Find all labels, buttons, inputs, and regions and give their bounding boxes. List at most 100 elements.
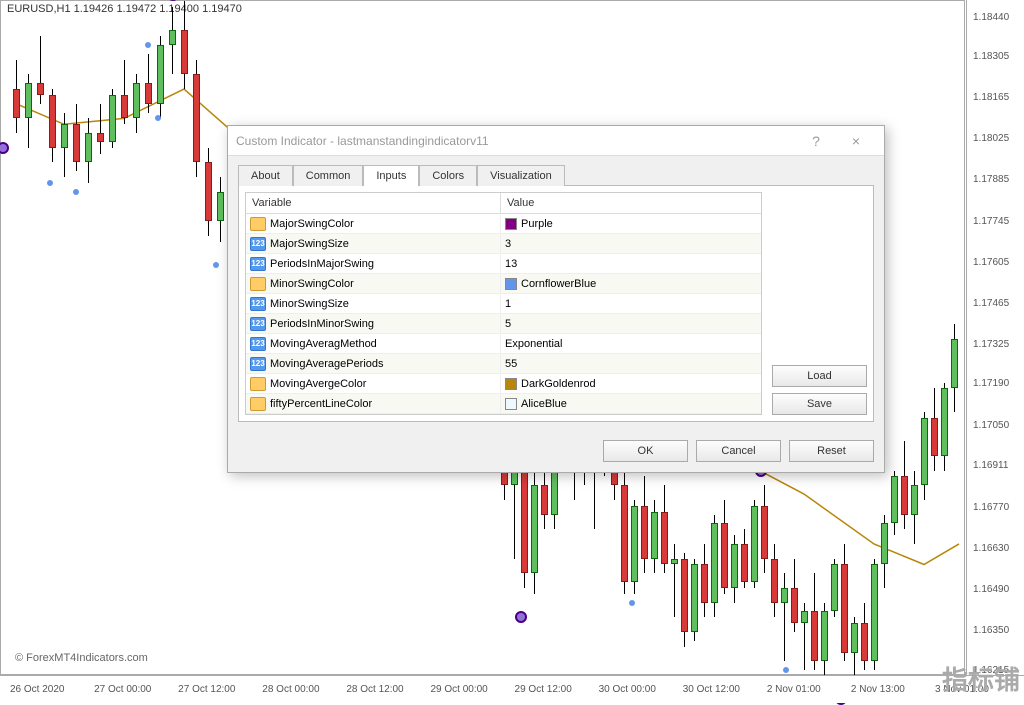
tab-panel-inputs: Variable Value MajorSwingColorPurple 123 M… — [238, 185, 874, 422]
x-tick: 29 Oct 12:00 — [515, 684, 572, 695]
param-row[interactable]: 123 MovingAveragePeriods 55 — [246, 354, 761, 374]
color-swatch — [505, 378, 517, 390]
param-name: MinorSwingColor — [270, 278, 354, 290]
y-tick: 1.17190 — [973, 378, 1009, 389]
dialog-titlebar[interactable]: Custom Indicator - lastmanstandingindica… — [228, 126, 884, 156]
param-name: MinorSwingSize — [270, 298, 349, 310]
param-value: DarkGoldenrod — [521, 378, 596, 390]
number-type-icon: 123 — [250, 297, 266, 311]
color-type-icon — [250, 277, 266, 291]
param-name: fiftyPercentLineColor — [270, 398, 372, 410]
y-tick: 1.16630 — [973, 543, 1009, 554]
y-tick: 1.17885 — [973, 174, 1009, 185]
param-value: 3 — [505, 238, 511, 250]
minor-swing-marker — [145, 42, 151, 48]
minor-swing-marker — [47, 180, 53, 186]
y-tick: 1.18305 — [973, 51, 1009, 62]
x-tick: 2 Nov 01:00 — [767, 684, 821, 695]
symbol-label: EURUSD,H1 1.19426 1.19472 1.19400 1.1947… — [7, 3, 242, 15]
y-tick: 1.17465 — [973, 298, 1009, 309]
help-icon[interactable]: ? — [796, 133, 836, 149]
tab-visualization[interactable]: Visualization — [477, 165, 565, 186]
x-tick: 29 Oct 00:00 — [430, 684, 487, 695]
color-swatch — [505, 278, 517, 290]
cjk-watermark: 指标铺 — [942, 660, 1020, 697]
y-tick: 1.18165 — [973, 92, 1009, 103]
param-row[interactable]: 123 PeriodsInMinorSwing 5 — [246, 314, 761, 334]
minor-swing-marker — [213, 262, 219, 268]
major-swing-marker — [515, 611, 527, 623]
column-header-value[interactable]: Value — [501, 193, 761, 213]
param-row[interactable]: 123PeriodsInMajorSwing13 — [246, 254, 761, 274]
number-type-icon: 123 — [250, 317, 266, 331]
major-swing-marker — [0, 142, 9, 154]
param-name: MovingAveragePeriods — [270, 358, 384, 370]
tab-common[interactable]: Common — [293, 165, 364, 186]
parameters-table: Variable Value MajorSwingColorPurple 123 M… — [245, 192, 762, 415]
x-tick: 30 Oct 00:00 — [599, 684, 656, 695]
indicator-dialog: Custom Indicator - lastmanstandingindica… — [227, 125, 885, 473]
column-header-variable[interactable]: Variable — [246, 193, 501, 213]
watermark: © ForexMT4Indicators.com — [15, 652, 148, 664]
y-tick: 1.17050 — [973, 420, 1009, 431]
x-tick: 28 Oct 00:00 — [262, 684, 319, 695]
param-value: 55 — [505, 358, 517, 370]
y-tick: 1.17745 — [973, 216, 1009, 227]
color-swatch — [505, 398, 517, 410]
x-tick: 27 Oct 12:00 — [178, 684, 235, 695]
x-tick: 27 Oct 00:00 — [94, 684, 151, 695]
param-name: MajorSwingSize — [270, 238, 349, 250]
ok-button[interactable]: OK — [603, 440, 688, 462]
param-name: PeriodsInMajorSwing — [270, 258, 374, 270]
minor-swing-marker — [155, 115, 161, 121]
param-row[interactable]: 123 MajorSwingSize 3 — [246, 234, 761, 254]
x-tick: 28 Oct 12:00 — [346, 684, 403, 695]
param-row[interactable]: MajorSwingColorPurple — [246, 214, 761, 234]
param-name: PeriodsInMinorSwing — [270, 318, 374, 330]
y-tick: 1.18440 — [973, 12, 1009, 23]
y-tick: 1.18025 — [973, 133, 1009, 144]
dialog-title: Custom Indicator - lastmanstandingindica… — [236, 134, 489, 148]
minor-swing-marker — [783, 667, 789, 673]
color-type-icon — [250, 217, 266, 231]
param-row[interactable]: MinorSwingColorCornflowerBlue — [246, 274, 761, 294]
close-icon[interactable]: × — [836, 133, 876, 149]
param-value: 5 — [505, 318, 511, 330]
x-axis: 26 Oct 202027 Oct 00:0027 Oct 12:0028 Oc… — [0, 675, 1024, 703]
minor-swing-marker — [629, 600, 635, 606]
param-value: AliceBlue — [521, 398, 567, 410]
load-button[interactable]: Load — [772, 365, 867, 387]
param-value: Exponential — [505, 338, 563, 350]
y-tick: 1.17325 — [973, 339, 1009, 350]
param-name: MovingAvergeColor — [270, 378, 366, 390]
reset-button[interactable]: Reset — [789, 440, 874, 462]
y-tick: 1.16490 — [973, 584, 1009, 595]
cancel-button[interactable]: Cancel — [696, 440, 781, 462]
minor-swing-marker — [73, 189, 79, 195]
param-value: 13 — [505, 258, 517, 270]
save-button[interactable]: Save — [772, 393, 867, 415]
color-type-icon — [250, 377, 266, 391]
param-row[interactable]: 123 MinorSwingSize 1 — [246, 294, 761, 314]
param-name: MovingAveragMethod — [270, 338, 377, 350]
y-tick: 1.16770 — [973, 502, 1009, 513]
param-row[interactable]: fiftyPercentLineColor AliceBlue — [246, 394, 761, 414]
x-tick: 30 Oct 12:00 — [683, 684, 740, 695]
param-row[interactable]: 123 MovingAveragMethod Exponential — [246, 334, 761, 354]
y-tick: 1.17605 — [973, 257, 1009, 268]
color-type-icon — [250, 397, 266, 411]
y-tick: 1.16911 — [973, 460, 1008, 471]
y-tick: 1.16350 — [973, 625, 1009, 636]
tab-colors[interactable]: Colors — [419, 165, 477, 186]
tabstrip: AboutCommonInputsColorsVisualization — [228, 156, 884, 185]
major-swing-marker — [167, 0, 179, 1]
number-type-icon: 123 — [250, 237, 266, 251]
tab-inputs[interactable]: Inputs — [363, 165, 419, 186]
param-name: MajorSwingColor — [270, 218, 354, 230]
color-swatch — [505, 218, 517, 230]
param-value: 1 — [505, 298, 511, 310]
tab-about[interactable]: About — [238, 165, 293, 186]
number-type-icon: 123 — [250, 337, 266, 351]
number-type-icon: 123 — [250, 357, 266, 371]
param-row[interactable]: MovingAvergeColor DarkGoldenrod — [246, 374, 761, 394]
